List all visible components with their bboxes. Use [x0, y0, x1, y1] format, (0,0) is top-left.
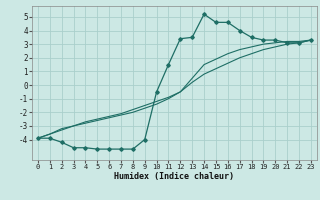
- X-axis label: Humidex (Indice chaleur): Humidex (Indice chaleur): [115, 172, 234, 181]
